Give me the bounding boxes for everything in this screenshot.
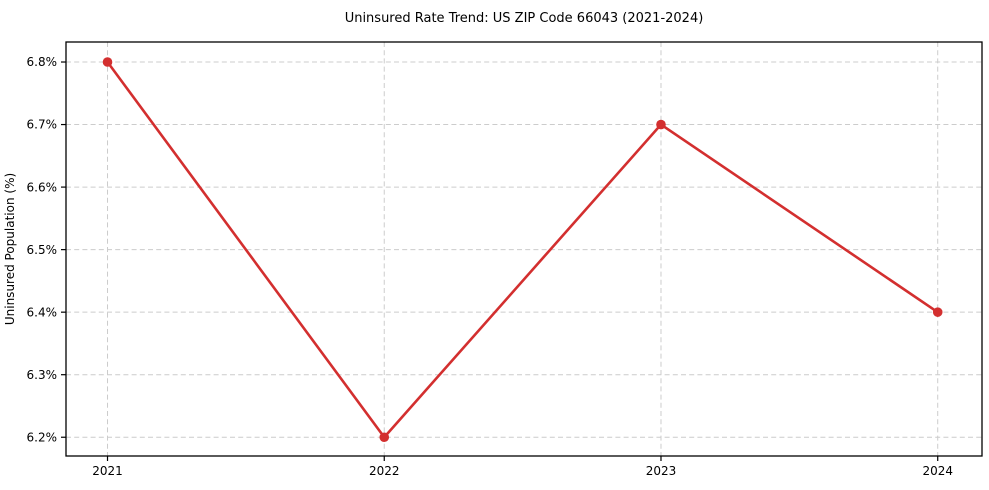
x-tick-label: 2023 (646, 464, 677, 478)
data-line (106, 60, 940, 439)
y-tick-label: 6.2% (27, 430, 58, 444)
data-point (102, 57, 113, 67)
x-tick-label: 2022 (369, 464, 400, 478)
y-tick-label: 6.6% (27, 180, 58, 194)
chart-title: Uninsured Rate Trend: US ZIP Code 66043 … (345, 11, 704, 26)
plot-border (65, 41, 983, 457)
plot-area: 6.2% 6.3% 6.4% 6.5% 6.6% 6.7% 6.8% 2021 2022 2023… (27, 41, 983, 478)
y-axis-label: Uninsured Population (%) (3, 173, 17, 325)
y-tick-label: 6.8% (27, 55, 58, 69)
data-point (379, 432, 390, 443)
y-tick-label: 6.7% (27, 118, 58, 132)
y-tick-label: 6.3% (27, 368, 58, 382)
data-point (656, 119, 666, 130)
data-point (932, 307, 943, 317)
x-tick-label: 2024 (922, 464, 953, 478)
x-tick-label: 2021 (92, 464, 123, 478)
y-tick-label: 6.5% (27, 243, 58, 257)
y-tick-label: 6.4% (27, 305, 58, 319)
